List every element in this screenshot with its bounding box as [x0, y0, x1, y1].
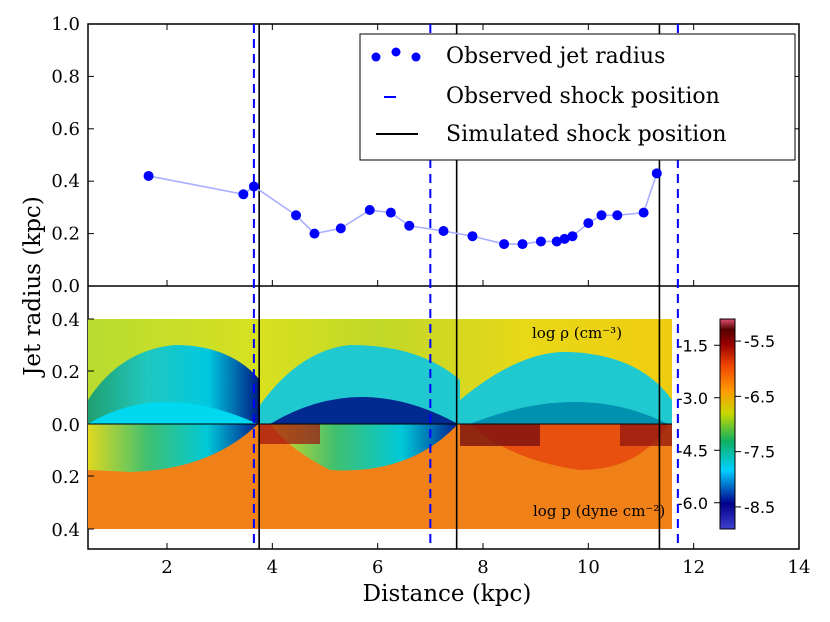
legend-label-observed-shock: Observed shock position	[446, 84, 720, 109]
x-tick-label: 10	[577, 557, 600, 578]
colorbar-right-tick-label: -5.5	[744, 332, 775, 351]
colorbar-ticks: -1.5 -3.0 -4.5 -6.0 -5.5 -6.5 -7.5 -8.5	[677, 332, 775, 517]
data-point	[638, 207, 649, 218]
pressure-dark-band	[460, 424, 540, 446]
x-tick-label: 2	[161, 557, 172, 578]
density-jet-core	[88, 402, 258, 424]
x-tick-label: 8	[477, 557, 488, 578]
pressure-jet-core	[88, 424, 258, 472]
data-point	[499, 239, 510, 250]
data-point	[291, 210, 302, 221]
y-tick-label: 0.2	[51, 362, 80, 383]
y-tick-label: 0.0	[51, 276, 80, 297]
pressure-label: log p (dyne cm⁻²)	[533, 502, 665, 520]
density-jet-core	[270, 397, 458, 424]
y-tick-label: 0.6	[51, 119, 80, 140]
data-point	[248, 181, 259, 192]
simulation-image	[88, 319, 672, 529]
series-line	[148, 173, 658, 245]
y-tick-label: 0.2	[51, 467, 80, 488]
data-point	[438, 225, 449, 236]
density-shock-cells	[460, 351, 672, 424]
colorbar-right-tick-label: -7.5	[744, 443, 775, 462]
data-point	[404, 220, 415, 231]
y-tick-label: 1.0	[51, 14, 80, 35]
data-point	[583, 218, 594, 229]
data-point	[551, 236, 562, 247]
legend-dot	[411, 52, 421, 62]
x-tick-label: 14	[788, 557, 811, 578]
colorbar-right-tick-label: -6.5	[744, 387, 775, 406]
data-point	[596, 210, 607, 221]
y-axis: 0.0 0.2 0.4 0.6 0.8 1.0 0.4 0.2 0.0 0.2 0.4	[51, 14, 799, 541]
density-shock-cells	[88, 345, 260, 424]
legend-label-simulated-shock: Simulated shock position	[446, 122, 727, 147]
data-point	[651, 168, 662, 179]
data-point	[559, 233, 570, 244]
data-point	[238, 189, 249, 200]
x-tick-label: 12	[682, 557, 705, 578]
y-axis-label: Jet radius (kpc)	[20, 196, 46, 378]
data-point	[567, 231, 578, 242]
data-point	[467, 231, 478, 242]
y-tick-label: 0.8	[51, 66, 80, 87]
x-axis: 2 4 6 8 10 12 14	[161, 24, 810, 578]
series-observed-jet-radius	[143, 168, 662, 250]
y-tick-label: 0.0	[51, 415, 80, 436]
legend-frame	[359, 33, 796, 161]
data-point	[517, 239, 528, 250]
data-point	[364, 205, 375, 216]
colorbar-right-tick-label: -8.5	[744, 498, 775, 517]
data-point	[335, 223, 346, 234]
legend: Observed jet radius Observed shock posit…	[359, 33, 796, 161]
density-jet-core	[470, 402, 668, 424]
y-tick-label: 0.2	[51, 224, 80, 245]
colorbar-left-tick-label: -3.0	[677, 389, 708, 408]
x-tick-label: 4	[267, 557, 278, 578]
y-tick-label: 0.4	[51, 310, 80, 331]
pressure-dark-band	[620, 424, 672, 446]
data-point	[612, 210, 623, 221]
data-point	[309, 228, 320, 239]
shock-lines	[252, 24, 679, 549]
legend-dot	[371, 52, 381, 62]
y-tick-label: 0.4	[51, 171, 80, 192]
colorbar-left-tick-label: -6.0	[677, 494, 708, 513]
colorbar-left-tick-label: -4.5	[677, 441, 708, 460]
data-point	[143, 170, 154, 181]
colorbar-left-tick-label: -1.5	[677, 336, 708, 355]
y-tick-label: 0.4	[51, 520, 80, 541]
x-axis-label: Distance (kpc)	[363, 581, 532, 607]
legend-dot	[391, 47, 401, 57]
data-point	[385, 207, 396, 218]
legend-label-observed-radius: Observed jet radius	[446, 44, 665, 69]
colorbar	[719, 318, 736, 530]
data-point	[535, 236, 546, 247]
x-tick-label: 6	[372, 557, 383, 578]
density-label: log ρ (cm⁻³)	[532, 324, 622, 342]
pressure-dark-band	[260, 424, 320, 444]
